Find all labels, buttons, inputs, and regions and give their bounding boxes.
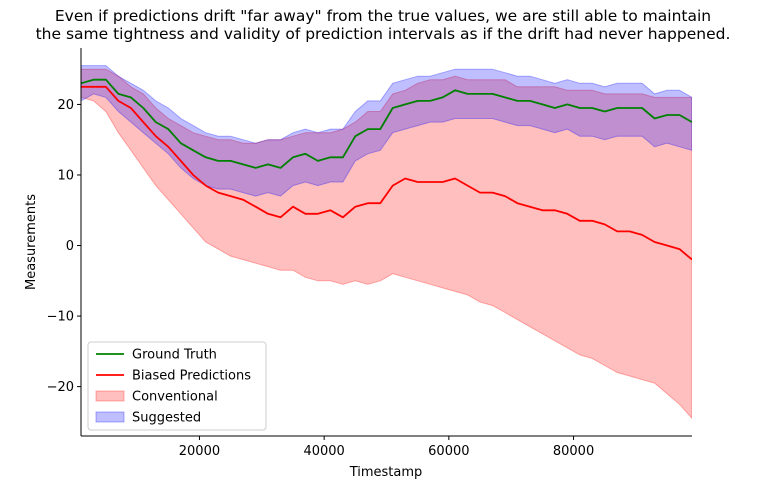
x-tick-label: 80000 [553,444,594,459]
x-tick-label: 40000 [303,444,344,459]
plot-content [81,65,692,420]
chart-title-line-2: the same tightness and validity of predi… [36,25,731,43]
y-tick-label: −20 [47,380,74,395]
x-axis-label: Timestamp [349,465,423,480]
legend-swatch-band [95,390,125,402]
legend-label: Conventional [132,390,218,405]
y-tick-label: 20 [57,98,74,113]
x-tick-label: 20000 [179,444,220,459]
legend-label: Suggested [132,411,201,426]
chart-title-line-1: Even if predictions drift "far away" fro… [55,7,711,25]
x-tick-label: 60000 [428,444,469,459]
y-tick-label: 0 [66,239,74,254]
axes: 20000 40000 60000 80000 −20 −10 0 10 20 [47,48,692,459]
plot-area [81,65,692,420]
legend-label: Biased Predictions [132,369,251,384]
legend-box [87,341,267,431]
suggested-interval-band [81,65,692,197]
y-tick-label: −10 [47,310,74,325]
ground-truth-line [81,78,692,169]
y-tick-label: 10 [57,168,74,183]
biased-predictions-line [81,85,692,261]
conventional-interval-band [81,68,692,420]
legend-label: Ground Truth [132,348,217,363]
legend: Ground Truth Biased Predictions Convention… [87,341,267,431]
y-axis-label: Measurements [24,194,39,290]
legend-swatch-band [95,411,125,423]
